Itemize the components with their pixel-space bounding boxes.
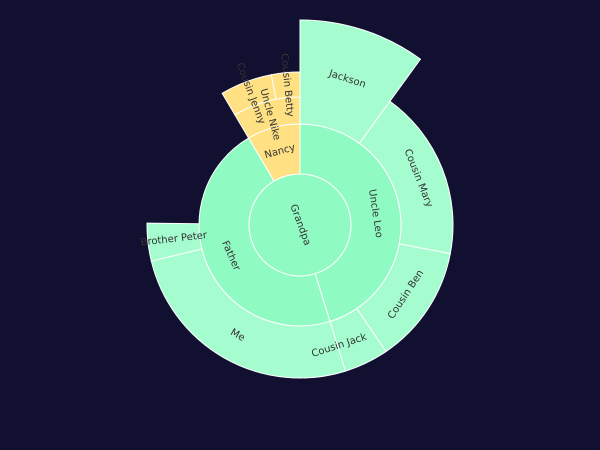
wedge-cousin-jackson[interactable] <box>299 19 422 144</box>
wedge-brother-peter[interactable] <box>146 222 203 262</box>
wedge-me[interactable] <box>150 248 347 379</box>
sunburst-wedges <box>146 19 454 379</box>
